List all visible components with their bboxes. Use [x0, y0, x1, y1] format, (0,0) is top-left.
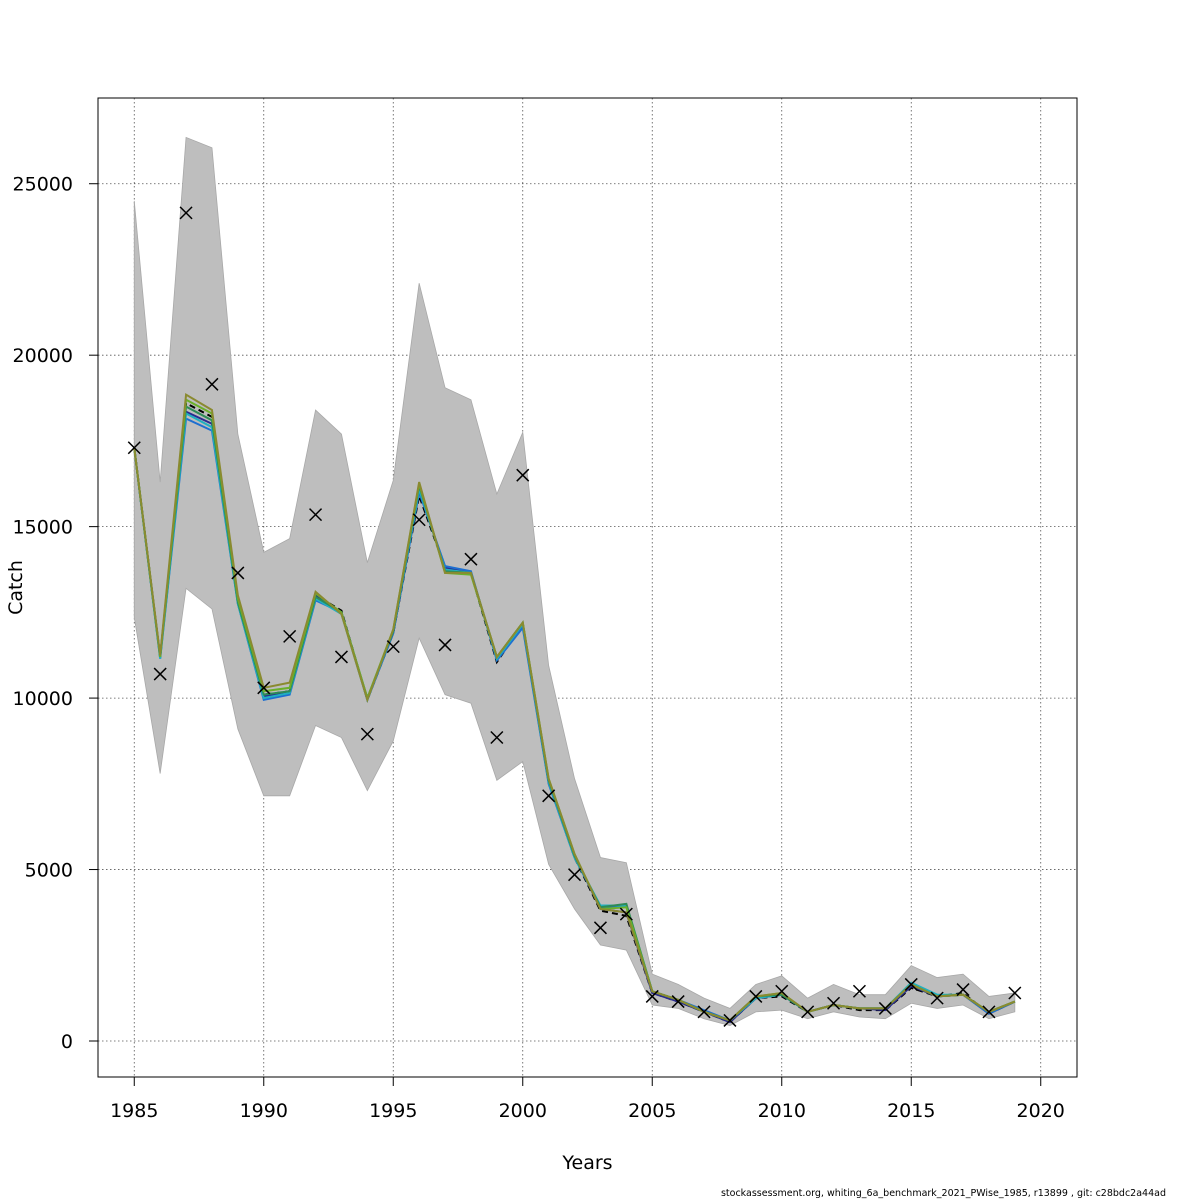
y-tick-label: 20000 [13, 345, 73, 367]
observed-catch-point [568, 868, 582, 882]
observed-catch-point [1008, 986, 1022, 1000]
x-tick-label: 1985 [110, 1100, 158, 1122]
observed-catch-point [852, 984, 866, 998]
x-tick-label: 2005 [628, 1100, 676, 1122]
observed-catch-point [671, 995, 685, 1009]
model-series-line [133, 392, 1016, 1022]
y-tick-label: 15000 [13, 517, 73, 539]
observed-catch-point [205, 377, 219, 391]
observed-catch-point [749, 989, 763, 1003]
observed-catch-point [542, 789, 556, 803]
observed-catch-point [619, 907, 633, 921]
x-axis: 1985 1990 1995 2000 2005 2010 2015 2020 [110, 1076, 1065, 1122]
observed-catch-point [801, 1005, 815, 1019]
observed-catch-point [490, 730, 504, 745]
observed-catch-point [153, 667, 167, 681]
observed-catch-point [231, 566, 245, 580]
x-tick-label: 1990 [240, 1100, 288, 1122]
x-tick-label: 2000 [499, 1100, 547, 1122]
observed-catch-point [438, 638, 452, 652]
y-tick-label: 5000 [25, 860, 73, 882]
x-tick-label: 1995 [369, 1100, 417, 1122]
x-tick-label: 2010 [758, 1100, 806, 1122]
observed-catch-point [360, 727, 374, 741]
confidence-band [133, 136, 1016, 1026]
footer-source-note: stockassessment.org, whiting_6a_benchmar… [720, 1188, 1166, 1199]
observed-catch-point [257, 681, 271, 695]
observed-catch-point [593, 921, 607, 935]
y-axis: 0 5000 10000 15000 20000 25000 [13, 174, 99, 1053]
confidence-band-area [133, 136, 1016, 1026]
observed-catch-point [127, 441, 141, 455]
x-tick-label: 2015 [887, 1100, 935, 1122]
observed-catch-point [412, 513, 426, 527]
observed-catch-points [127, 206, 1022, 1027]
observed-catch-point [930, 991, 944, 1005]
observed-catch-point [827, 996, 841, 1010]
observed-catch-point [283, 629, 297, 643]
observed-catch-point [723, 1013, 737, 1027]
observed-catch-point [334, 650, 348, 664]
observed-catch-point [516, 468, 530, 482]
y-axis-title: Catch [5, 560, 27, 615]
x-tick-label: 2020 [1017, 1100, 1065, 1122]
observed-catch-point [464, 552, 478, 566]
observed-catch-point [878, 1001, 892, 1015]
observed-catch-point [179, 206, 193, 220]
observed-catch-point [697, 1005, 711, 1019]
observed-catch-point [645, 989, 659, 1003]
y-tick-label: 10000 [13, 688, 73, 710]
observed-catch-point [309, 508, 323, 522]
x-axis-title: Years [561, 1152, 612, 1174]
y-tick-label: 25000 [13, 174, 73, 196]
observed-catch-point [982, 1005, 996, 1019]
observed-catch-point [386, 640, 400, 654]
model-series-lines [133, 392, 1016, 1024]
observed-catch-point [904, 977, 918, 991]
observed-catch-point [775, 984, 789, 998]
y-tick-label: 0 [61, 1031, 73, 1053]
observed-catch-point [956, 983, 970, 997]
